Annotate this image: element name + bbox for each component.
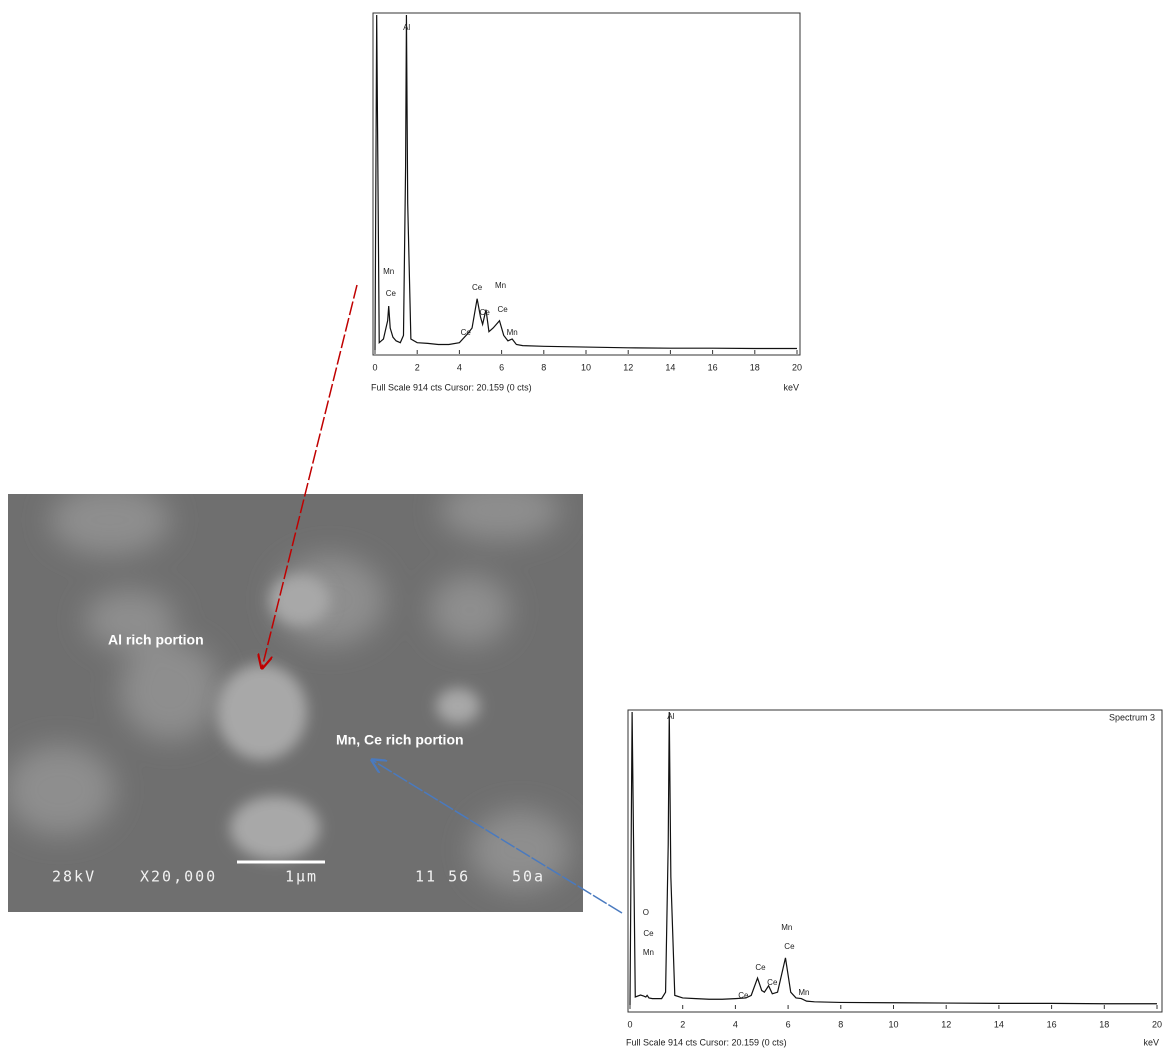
peak-label: Mn [798,988,809,997]
peak-label: Al [403,23,410,32]
footer: Full Scale 914 cts Cursor: 20.159 (0 cts… [371,382,532,392]
footer: Full Scale 914 cts Cursor: 20.159 (0 cts… [626,1037,787,1047]
x-tick-label: 10 [581,362,591,372]
peak-label: Mn [495,281,506,290]
peak-label: Al [667,712,674,721]
plot-frame [628,710,1162,1012]
x-axis-label: keV [783,382,799,392]
peak-label: Ce [498,305,509,314]
peak-label: Ce [386,289,397,298]
peak-label: Mn [507,328,518,337]
x-tick-label: 8 [838,1019,843,1029]
x-tick-label: 0 [372,362,377,372]
x-tick-label: 12 [623,362,633,372]
x-axis-label: keV [1143,1037,1159,1047]
plot-frame [373,13,800,355]
x-tick-label: 20 [792,362,802,372]
x-tick-label: 14 [665,362,675,372]
page: {"chart_data": [ {"type": "line", "title… [0,0,1166,1051]
spectrum-line [630,712,1157,1005]
x-tick-label: 20 [1152,1019,1162,1029]
x-tick-label: 18 [1099,1019,1109,1029]
x-tick-label: 2 [680,1019,685,1029]
peak-label: Ce [643,929,654,938]
peak-label: Mn [383,267,394,276]
x-tick-label: 18 [750,362,760,372]
peak-label: Ce [755,963,766,972]
spectrum-title: Spectrum 3 [1109,712,1155,722]
peak-label: O [643,908,649,917]
x-tick-label: 10 [888,1019,898,1029]
x-tick-label: 8 [541,362,546,372]
peak-label: Mn [643,948,654,957]
x-tick-label: 16 [708,362,718,372]
x-tick-label: 12 [941,1019,951,1029]
peak-label: Ce [738,991,749,1000]
peak-label: Ce [480,308,491,317]
spectrum-line [375,15,797,350]
x-tick-label: 6 [786,1019,791,1029]
label-al: Al rich portion [108,632,204,648]
label-mnce: Mn, Ce rich portion [336,732,464,748]
x-tick-label: 14 [994,1019,1004,1029]
x-tick-label: 0 [627,1019,632,1029]
x-tick-label: 4 [457,362,462,372]
magnification: X20,000 [140,868,217,886]
sem-image: Al rich portion Mn, Ce rich portion 28kV… [5,480,583,912]
peak-label: Ce [461,328,472,337]
x-tick-label: 4 [733,1019,738,1029]
scale: 1µm [285,868,318,886]
peak-label: Ce [472,283,483,292]
voltage: 28kV [52,868,96,886]
x-tick-label: 2 [415,362,420,372]
peak-label: Ce [784,942,795,951]
suffix: 50a [512,868,545,886]
peak-label: Ce [767,978,778,987]
peak-label: Mn [781,923,792,932]
x-tick-label: 6 [499,362,504,372]
x-tick-label: 16 [1047,1019,1057,1029]
figure: Al rich portion Mn, Ce rich portion 28kV… [0,0,1166,1051]
code: 11 56 [415,868,470,886]
